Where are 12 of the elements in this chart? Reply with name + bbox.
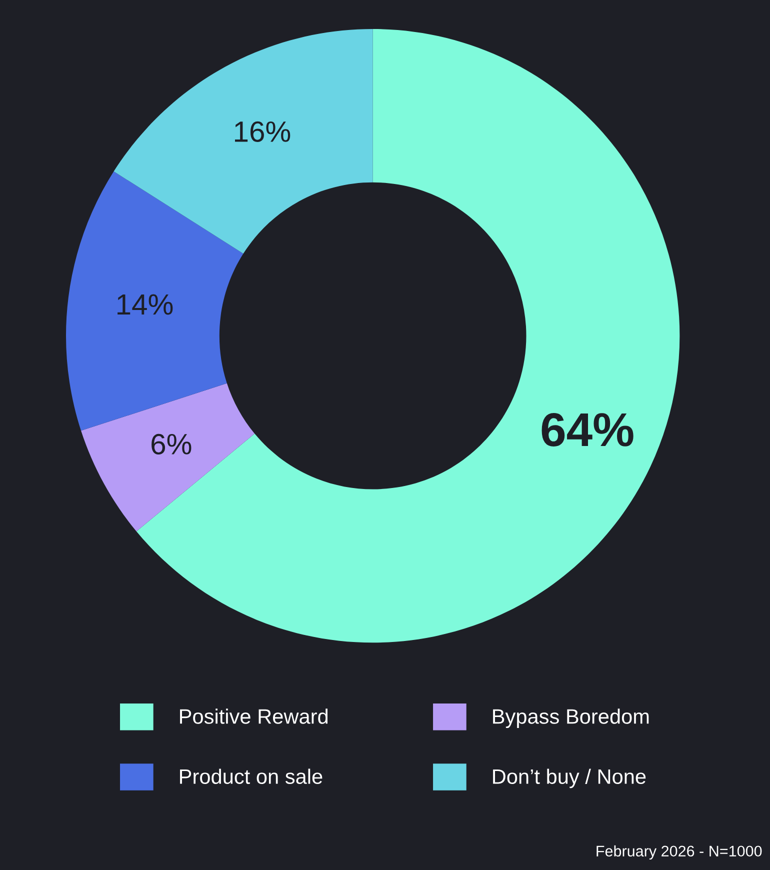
legend-label: Product on sale	[180, 768, 322, 784]
legend-label: Don’t buy / None	[493, 768, 646, 788]
donut-slice	[66, 171, 244, 431]
donut-slice	[114, 28, 373, 254]
legend-label: Bypass Boredom	[493, 708, 649, 728]
data-label: 16%	[235, 121, 290, 142]
legend-label: Positive Reward	[180, 708, 328, 724]
donut-slice	[81, 383, 255, 532]
data-label: 64%	[542, 413, 634, 446]
data-label: 6%	[152, 434, 192, 455]
text: February 2026 - N=1000	[596, 845, 762, 860]
data-label: 14%	[118, 294, 173, 315]
